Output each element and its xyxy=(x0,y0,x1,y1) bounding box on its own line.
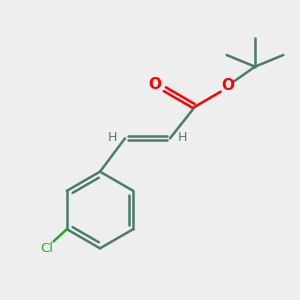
Text: O: O xyxy=(221,78,234,93)
Text: Cl: Cl xyxy=(40,242,53,255)
Text: H: H xyxy=(108,131,117,144)
Text: O: O xyxy=(148,77,161,92)
Text: H: H xyxy=(178,131,188,144)
